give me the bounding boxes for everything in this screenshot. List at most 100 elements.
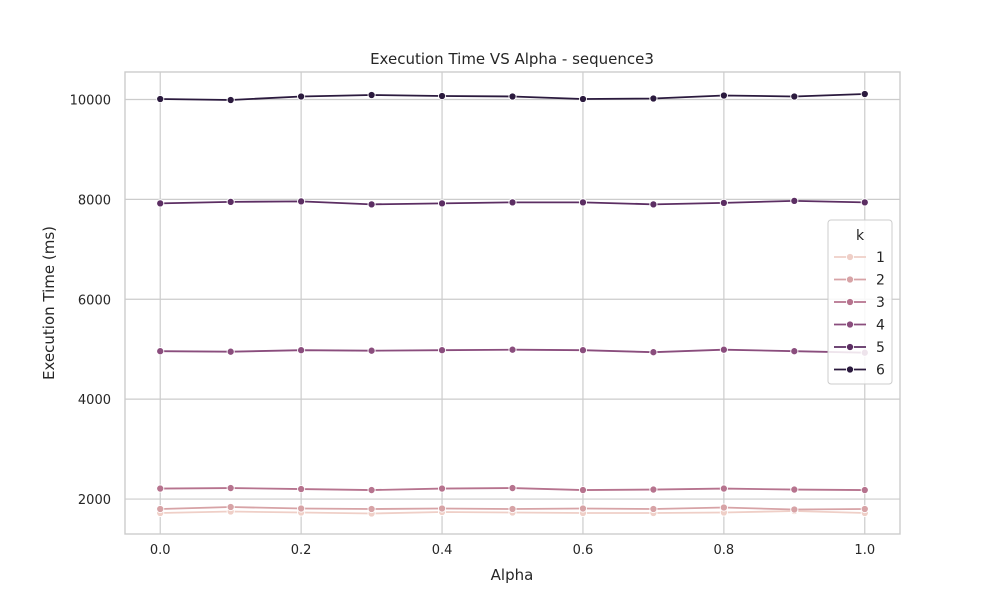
data-point [508, 483, 517, 493]
series-k-4 [156, 345, 869, 357]
series-k-6 [156, 89, 869, 105]
x-tick-label: 0.2 [291, 543, 312, 558]
data-point [860, 198, 869, 207]
data-point [156, 199, 165, 208]
data-point [367, 90, 376, 100]
grid [125, 72, 900, 534]
data-point [860, 504, 869, 514]
data-point [226, 95, 235, 105]
data-point [156, 347, 165, 356]
data-point [578, 485, 588, 495]
data-point [790, 92, 799, 101]
plot-frame [124, 71, 901, 535]
x-tick-label: 1.0 [854, 543, 875, 558]
data-point [578, 504, 588, 513]
data-point [578, 94, 588, 104]
data-point [437, 346, 447, 355]
data-point [790, 505, 799, 514]
series-k-3 [156, 483, 869, 495]
data-point [649, 200, 658, 209]
data-point [437, 199, 447, 208]
data-point [226, 483, 235, 493]
legend-label: 2 [876, 273, 885, 289]
legend-label: 4 [876, 318, 885, 334]
y-tick-label: 4000 [78, 393, 111, 408]
legend-marker [845, 320, 855, 329]
y-tick-label: 10000 [70, 93, 111, 108]
data-point [649, 94, 658, 103]
data-point [790, 485, 799, 494]
x-axis: 0.0 0.2 0.4 0.6 0.8 1.0 [150, 543, 875, 558]
data-point [719, 91, 728, 100]
data-point [297, 484, 306, 494]
data-point [719, 484, 728, 493]
legend-marker [845, 252, 855, 262]
data-point [649, 504, 658, 514]
chart-title: Execution Time VS Alpha - sequence3 [370, 50, 654, 68]
legend: k1 2 3 4 5 6 [827, 219, 893, 385]
x-tick-label: 0.4 [432, 543, 453, 558]
x-axis-label: Alpha [491, 566, 534, 584]
data-point [156, 94, 165, 104]
legend-label: 1 [876, 250, 885, 266]
x-tick-label: 0.0 [150, 543, 171, 558]
data-point [508, 345, 517, 354]
data-point [226, 347, 235, 356]
legend-item: 4 [834, 318, 885, 334]
data-point [226, 502, 235, 512]
data-point [156, 504, 165, 514]
series-lines [156, 89, 869, 518]
data-point [297, 92, 306, 101]
data-point [508, 198, 517, 207]
legend-item: 6 [834, 363, 885, 379]
series-k-5 [156, 196, 869, 209]
data-point [437, 484, 447, 493]
legend-item: 5 [834, 340, 885, 356]
data-point [367, 200, 376, 209]
data-point [508, 504, 517, 514]
data-point [226, 197, 235, 206]
data-point [156, 484, 165, 493]
legend-item: 1 [834, 250, 885, 266]
data-point [860, 89, 869, 99]
data-point [297, 346, 306, 355]
legend-marker [845, 342, 855, 352]
legend-marker [845, 297, 855, 307]
data-point [578, 346, 588, 355]
data-point [790, 347, 799, 356]
y-axis-label: Execution Time (ms) [40, 226, 58, 380]
y-tick-label: 6000 [78, 293, 111, 308]
series-k-2 [156, 502, 869, 514]
data-point [297, 504, 306, 513]
data-point [367, 346, 376, 355]
legend-title: k [856, 228, 865, 244]
data-point [860, 485, 869, 495]
data-point [367, 485, 376, 495]
data-point [719, 198, 728, 207]
legend-label: 3 [876, 295, 885, 311]
data-point [508, 92, 517, 101]
data-point [649, 348, 658, 357]
data-point [719, 503, 728, 512]
legend-label: 5 [876, 340, 885, 356]
x-tick-label: 0.8 [714, 543, 735, 558]
y-tick-label: 2000 [78, 493, 111, 508]
legend-label: 6 [876, 363, 885, 379]
x-tick-label: 0.6 [573, 543, 594, 558]
legend-item: 2 [834, 273, 885, 289]
y-tick-label: 8000 [78, 193, 111, 208]
legend-item: 3 [834, 295, 885, 311]
legend-marker [845, 275, 855, 284]
y-axis: 2000 4000 6000 8000 10000 [70, 93, 111, 508]
legend-marker [845, 365, 855, 374]
data-point [297, 197, 306, 206]
data-point [719, 345, 728, 354]
data-point [649, 485, 658, 494]
data-point [437, 504, 447, 513]
data-point [437, 91, 447, 101]
data-point [578, 198, 588, 207]
data-point [367, 504, 376, 514]
data-point [790, 196, 799, 205]
